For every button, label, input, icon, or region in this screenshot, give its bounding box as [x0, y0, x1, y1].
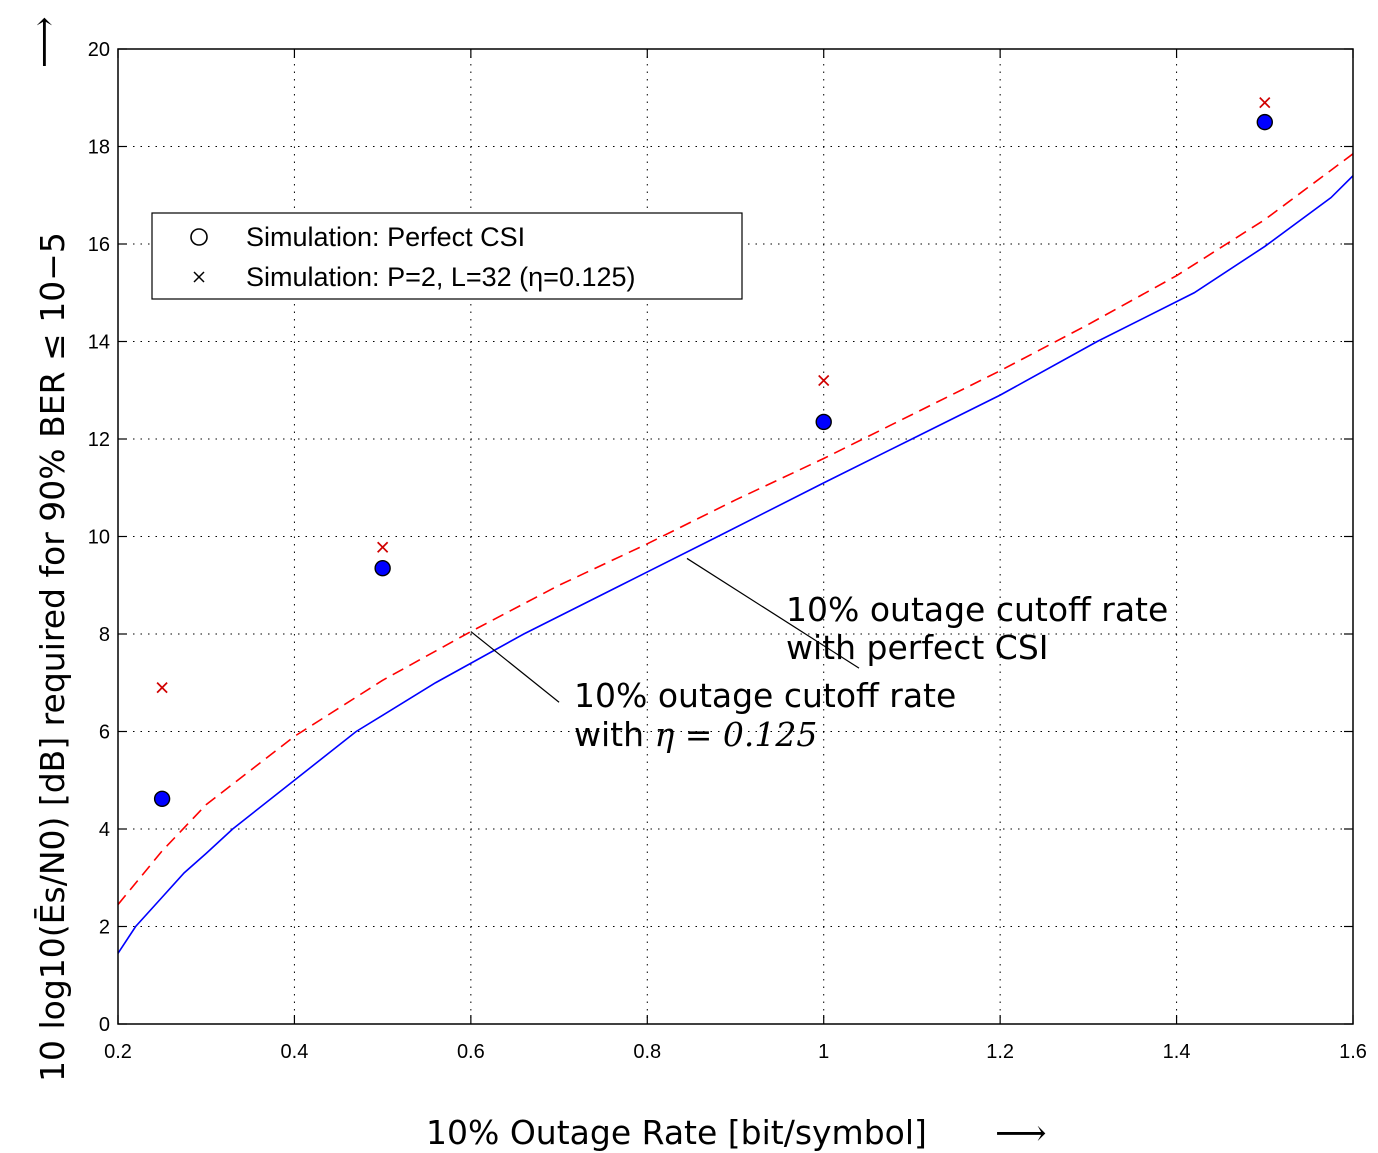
perfect-csi-point [374, 559, 391, 577]
y-tick-label: 18 [88, 137, 110, 159]
legend-circle-marker-icon [190, 228, 208, 246]
axis-ticks [117, 48, 1354, 1025]
y-tick-label: 12 [88, 429, 110, 451]
x-tick-label: 1.6 [1339, 1041, 1367, 1063]
y-tick-label: 8 [99, 624, 110, 646]
y-tick-label: 6 [99, 722, 110, 744]
legend-entry-eta: Simulation: P=2, L=32 (η=0.125) [246, 262, 636, 292]
perfect-csi-cutoff-rate-line [117, 175, 1354, 954]
y-tick-label: 14 [88, 332, 110, 354]
annotation-eta-leader [470, 631, 560, 703]
data-markers [153, 97, 1273, 807]
annotation-perfect-csi-leader [686, 557, 860, 669]
x-tick-label: 1.2 [986, 1041, 1014, 1063]
x-tick-label: 0.6 [457, 1041, 485, 1063]
y-tick-label: 16 [88, 234, 110, 256]
x-tick-label: 0.2 [104, 1041, 132, 1063]
perfect-csi-point [815, 413, 832, 431]
y-tick-label: 4 [99, 819, 110, 841]
y-axis-arrow-icon: ⟶ [24, 16, 65, 68]
perfect-csi-point [1256, 113, 1273, 131]
legend-box [151, 212, 743, 300]
y-axis-label: 10 log10(Ēs/N0) [dB] required for 90% BE… [33, 232, 72, 1082]
legend-x-marker-icon [193, 271, 205, 283]
series-lines [117, 153, 1354, 954]
y-tick-label: 2 [99, 917, 110, 939]
eta-point [377, 541, 389, 553]
y-tick-label: 10 [88, 527, 110, 549]
x-tick-label: 0.4 [281, 1041, 309, 1063]
eta-point [1259, 97, 1271, 109]
x-tick-label: 1.4 [1163, 1041, 1191, 1063]
annotation-eta-with: with [574, 715, 655, 754]
grid [118, 49, 1353, 1024]
perfect-csi-point [153, 790, 171, 807]
eta-point [818, 374, 830, 387]
annotation-eta-math: η = 0.125 [655, 715, 818, 754]
y-tick-label: 0 [99, 1014, 110, 1036]
y-tick-label: 20 [88, 39, 110, 61]
tick-labels: 0.2 0.4 0.6 0.8 1 1.2 1.4 1.6 0 2 4 6 8 10 12 14 16 18 20 [88, 39, 1367, 1063]
annotation-perfect-csi-line1: 10% outage cutoff rate [786, 590, 1168, 629]
legend: Simulation: Perfect CSI Simulation: P=2,… [151, 212, 743, 300]
eta-cutoff-rate-line [117, 153, 1354, 906]
x-tick-label: 1 [818, 1041, 829, 1063]
annotation-eta-line1: 10% outage cutoff rate [574, 676, 956, 715]
eta-point [156, 682, 168, 694]
x-tick-label: 0.8 [633, 1041, 661, 1063]
annotation-eta-line2: with η = 0.125 [574, 715, 817, 754]
annotation-perfect-csi-line2: with perfect CSI [786, 628, 1049, 667]
x-axis-arrow-icon: ⟶ [995, 1113, 1047, 1153]
legend-entry-perfect-csi: Simulation: Perfect CSI [246, 222, 525, 252]
x-axis-label: 10% Outage Rate [bit/symbol] [426, 1113, 927, 1152]
